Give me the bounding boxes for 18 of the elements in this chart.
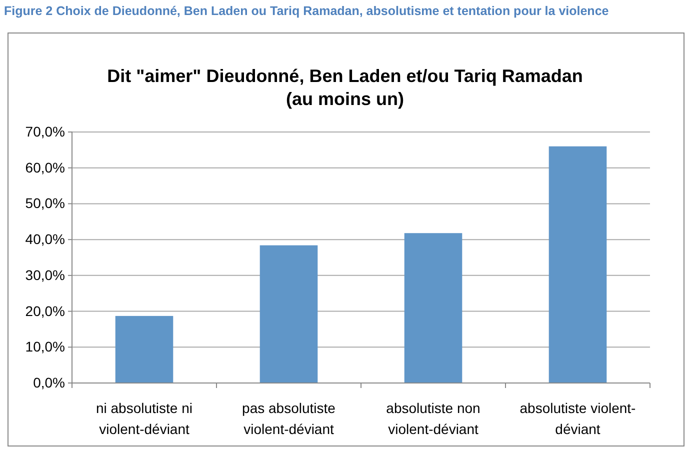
y-tick-label: 30,0%	[25, 266, 65, 283]
y-tick-label: 50,0%	[25, 195, 65, 212]
y-tick-label: 20,0%	[25, 302, 65, 319]
bar	[404, 233, 462, 383]
bar	[260, 245, 318, 383]
x-tick-label: absolutiste violent- déviant	[520, 400, 636, 437]
y-tick-label: 60,0%	[25, 159, 65, 176]
y-tick-label: 0,0%	[33, 374, 65, 390]
bar	[115, 316, 174, 383]
y-tick-label: 40,0%	[25, 231, 65, 248]
bar	[548, 146, 607, 383]
y-tick-label: 10,0%	[25, 338, 65, 355]
chart-title: Dit "aimer" Dieudonné, Ben Laden et/ou Tariq Ramadan (au moins un)	[107, 66, 583, 109]
y-tick-label: 70,0%	[25, 123, 65, 140]
x-tick-label: ni absolutiste ni violent-déviant	[96, 400, 193, 437]
x-tick-label: pas absolutiste violent-déviant	[242, 400, 336, 437]
caption: Figure 2 Choix de Dieudonné, Ben Laden ou Tariq Ramadan, absolutisme et tentation pour la violence	[4, 4, 609, 18]
x-tick-label: absolutiste non violent-déviant	[386, 400, 480, 437]
